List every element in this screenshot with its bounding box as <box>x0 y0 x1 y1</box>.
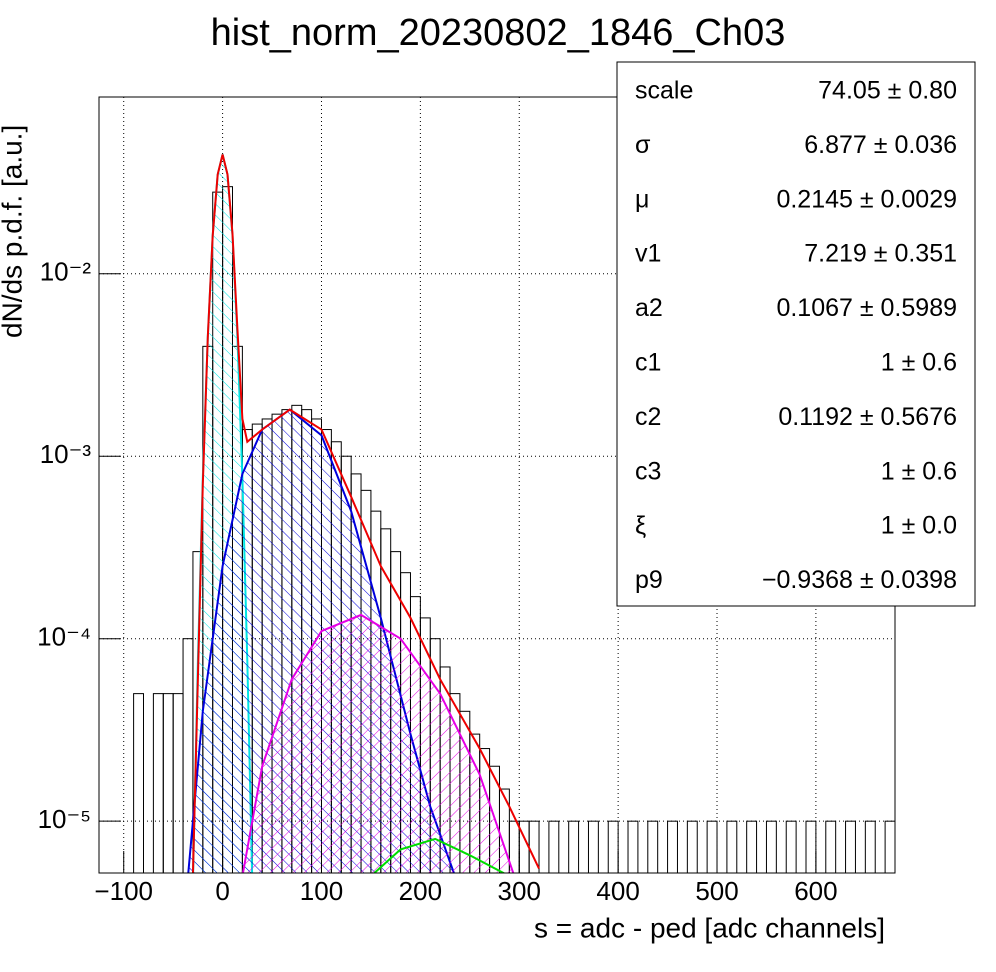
stats-value: 1 ± 0.0 <box>881 512 957 540</box>
fit-curve <box>372 837 506 873</box>
x-tick-label: −100 <box>94 876 153 906</box>
fit-curve <box>241 613 515 873</box>
x-tick-label: 300 <box>498 876 541 906</box>
x-axis-title: s = adc - ped [adc channels] <box>534 912 885 943</box>
stats-label: ξ <box>635 512 646 540</box>
stats-box: scale 74.05 ± 0.80 σ 6.877 ± 0.036 μ 0.2145 ±… <box>616 61 976 607</box>
x-tick-label: 100 <box>300 876 343 906</box>
stats-label: v1 <box>635 240 661 268</box>
histogram-bar <box>133 693 144 873</box>
y-tick-label: 10⁻³ <box>40 439 92 469</box>
stats-label: a2 <box>635 294 663 322</box>
y-tick-label: 10⁻⁵ <box>38 804 91 834</box>
x-tick-label: 500 <box>695 876 738 906</box>
stats-label: c3 <box>635 457 661 485</box>
stats-frame <box>616 61 976 607</box>
axes: −100 0 100 200 300 400 500 600 10⁻² 10⁻³ 10⁻⁴ 10⁻⁵ <box>37 96 896 906</box>
x-tick-label: 200 <box>399 876 442 906</box>
stats-value: 74.05 ± 0.80 <box>818 77 957 105</box>
y-tick-label: 10⁻² <box>40 257 92 287</box>
x-tick-label: 600 <box>794 876 837 906</box>
stats-value: 1 ± 0.6 <box>881 349 957 377</box>
stats-value: 0.2145 ± 0.0029 <box>776 185 957 213</box>
stats-value: 7.219 ± 0.351 <box>804 240 957 268</box>
y-tick-label: 10⁻⁴ <box>37 622 91 652</box>
fit-curve <box>191 154 540 873</box>
stats-value: 0.1192 ± 0.5676 <box>778 403 957 431</box>
stats-value: 6.877 ± 0.036 <box>804 131 957 159</box>
stats-label: σ <box>635 131 651 159</box>
stats-value: −0.9368 ± 0.0398 <box>762 566 957 594</box>
stats-value: 0.1067 ± 0.5989 <box>776 294 957 322</box>
stats-label: c1 <box>635 349 661 377</box>
stats-value: 1 ± 0.6 <box>881 457 957 485</box>
stats-label: scale <box>635 77 693 105</box>
x-tick-label: 400 <box>596 876 639 906</box>
y-axis-title: dN/ds p.d.f. [a.u.] <box>0 125 27 338</box>
stats-label: p9 <box>635 566 663 594</box>
stats-label: μ <box>635 185 649 213</box>
fit-area <box>242 614 515 873</box>
x-tick-label: 0 <box>215 876 229 906</box>
chart-title: hist_norm_20230802_1846_Ch03 <box>211 12 786 54</box>
stats-label: c2 <box>635 403 661 431</box>
